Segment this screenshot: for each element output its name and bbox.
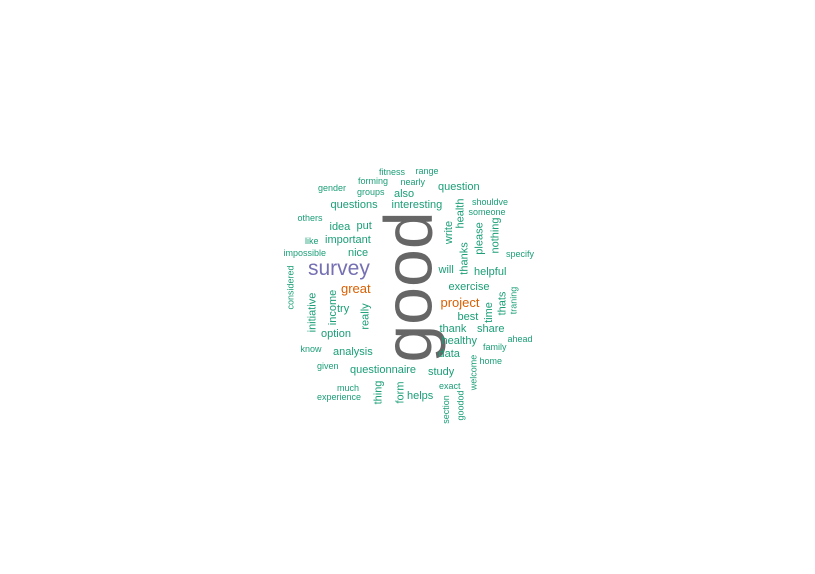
word-helpful: helpful (474, 265, 507, 278)
word-also: also (394, 187, 415, 200)
word-option: option (321, 327, 351, 340)
word-considered: considered (285, 264, 296, 310)
word-really: really (359, 302, 372, 330)
word-health: health (454, 198, 467, 228)
word-someone: someone (468, 206, 506, 217)
word-will: will (438, 263, 454, 276)
word-good: good (370, 211, 447, 363)
word-initiative: initiative (306, 292, 319, 332)
word-question: question (438, 180, 480, 193)
word-project: project (440, 294, 480, 310)
word-share: share (477, 322, 505, 335)
word-exact: exact (439, 380, 461, 391)
word-know: know (300, 343, 322, 354)
word-nice: nice (348, 246, 369, 259)
word-much: much (337, 382, 360, 393)
word-given: given (317, 360, 339, 371)
word-experience: experience (317, 391, 362, 402)
word-range: range (415, 165, 439, 176)
word-fitness: fitness (379, 166, 406, 177)
word-best: best (457, 310, 479, 323)
word-study: study (428, 365, 455, 378)
word-ahead: ahead (507, 333, 533, 344)
word-thats: thats (496, 291, 509, 315)
word-questions: questions (330, 198, 378, 211)
word-exercise: exercise (448, 280, 490, 293)
word-questionnaire: questionnaire (350, 363, 417, 376)
word-write: write (442, 220, 455, 244)
word-interesting: interesting (391, 198, 443, 211)
word-forming: forming (358, 175, 389, 186)
word-impossible: impossible (283, 247, 327, 258)
word-family: family (483, 341, 507, 352)
word-goodod: goodod (455, 389, 466, 421)
word-thing: thing (372, 380, 385, 404)
word-time: time (482, 301, 495, 323)
word-data: data (438, 347, 460, 360)
word-groups: groups (357, 186, 385, 197)
word-shouldve: shouldve (472, 196, 509, 207)
word-gender: gender (318, 182, 347, 193)
word-thank: thank (439, 322, 467, 335)
word-helps: helps (407, 389, 434, 402)
word-healthy: healthy (441, 334, 477, 347)
word-analysis: analysis (333, 345, 373, 358)
word-thanks: thanks (458, 241, 471, 275)
word-try: try (337, 302, 350, 315)
word-home: home (479, 355, 503, 366)
word-important: important (325, 233, 371, 246)
word-welcome: welcome (468, 354, 479, 390)
word-put: put (356, 219, 372, 232)
word-traning: traning (508, 286, 519, 314)
word-survey: survey (308, 256, 370, 280)
word-form: form (394, 381, 407, 403)
word-section: section (440, 394, 451, 424)
word-great: great (341, 280, 371, 296)
word-please: please (473, 221, 486, 255)
word-specify: specify (506, 248, 535, 259)
word-idea: idea (329, 220, 351, 233)
word-nothing: nothing (489, 216, 502, 254)
word-others: others (297, 212, 323, 223)
word-like: like (305, 235, 319, 246)
word-nearly: nearly (400, 176, 426, 187)
